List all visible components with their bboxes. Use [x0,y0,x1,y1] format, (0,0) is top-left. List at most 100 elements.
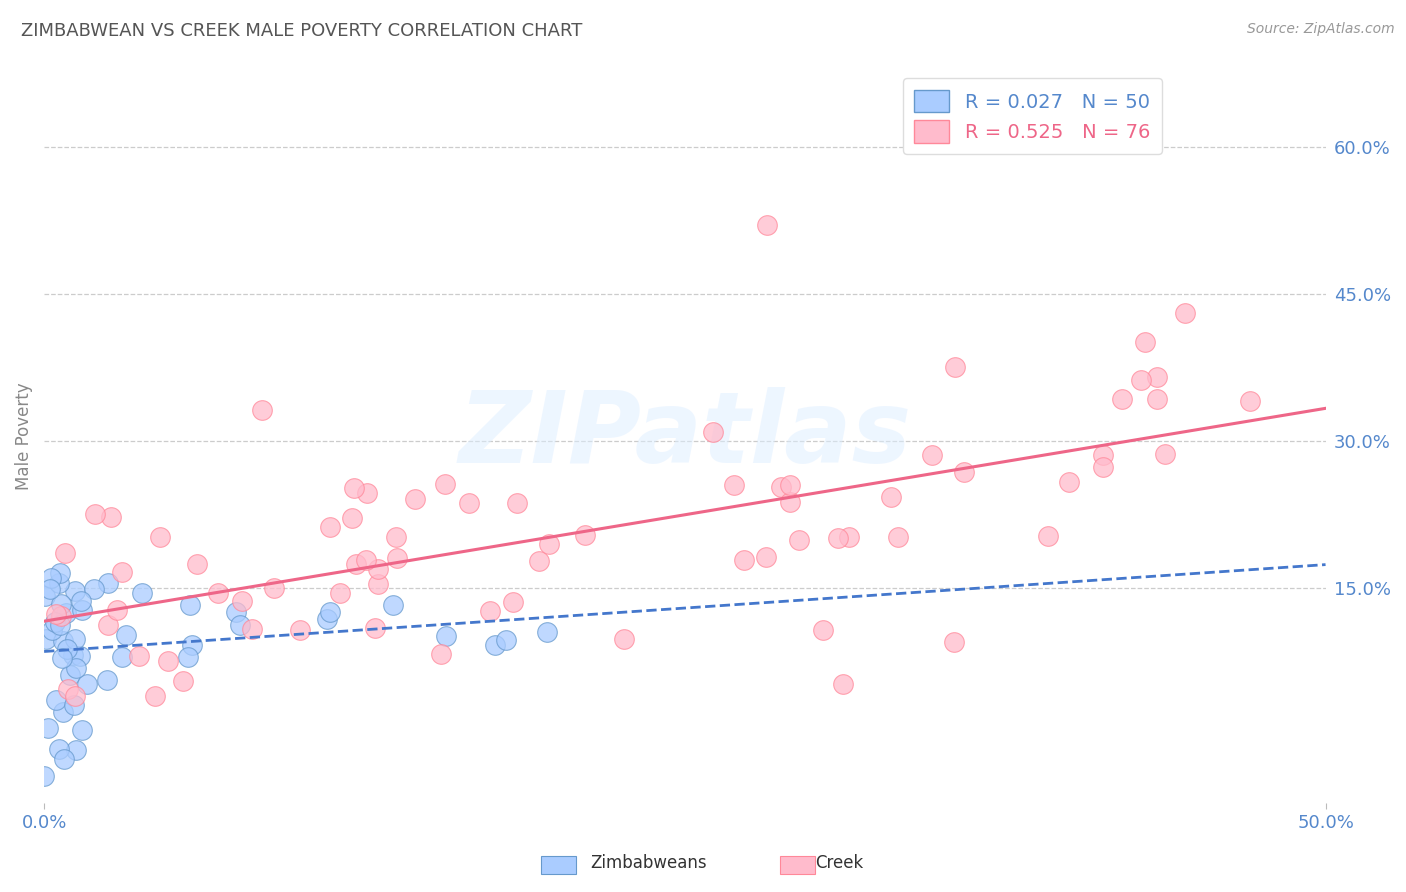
Point [779,477,801,491]
Point [263,581,285,595]
Point [37,721,59,735]
Point [1239,394,1261,409]
Point [49,608,72,623]
Point [69,594,91,608]
Point [1038,529,1060,543]
Point [84,507,107,521]
Point [942,634,965,648]
Point [1133,334,1156,349]
Point [225,605,247,619]
Point [813,623,835,637]
Point [787,533,810,547]
Point [356,553,378,567]
Point [240,622,263,636]
Point [41,571,63,585]
Point [48,742,70,756]
Point [385,551,408,566]
Point [55,606,77,620]
Point [186,558,208,572]
Point [502,595,524,609]
Point [229,618,252,632]
Point [702,425,724,440]
Point [343,481,366,495]
Point [70,723,93,738]
Point [49,597,72,611]
Point [96,673,118,687]
Point [62,648,84,663]
Point [430,648,453,662]
Point [172,673,194,688]
Point [779,495,801,509]
Point [367,562,389,576]
Point [344,557,367,571]
Point [574,528,596,542]
Point [290,623,312,637]
Point [381,599,404,613]
Point [340,511,363,525]
Point [1059,475,1081,490]
Point [63,584,86,599]
Text: Source: ZipAtlas.com: Source: ZipAtlas.com [1247,22,1395,37]
Legend: R = 0.027   N = 50, R = 0.525   N = 76: R = 0.027 N = 50, R = 0.525 N = 76 [903,78,1161,154]
Point [63,689,86,703]
Point [65,661,87,675]
Point [478,604,501,618]
Point [111,649,134,664]
Point [48,576,70,591]
Point [34,769,56,783]
Point [97,617,120,632]
Point [319,520,342,534]
Point [35,632,58,647]
Point [1154,447,1177,461]
Point [1092,459,1115,474]
Point [131,586,153,600]
Point [53,546,76,560]
Point [128,648,150,663]
Point [41,624,63,638]
Point [723,478,745,492]
Point [385,529,408,543]
Point [329,586,352,600]
Point [177,650,200,665]
Point [434,476,457,491]
Point [44,615,66,629]
Point [838,530,860,544]
Point [827,531,849,545]
Point [52,705,75,719]
Point [404,491,426,506]
Point [1111,392,1133,406]
Point [111,565,134,579]
Point [363,622,385,636]
Point [45,693,67,707]
Point [52,634,75,648]
Point [755,550,778,565]
Point [59,668,82,682]
Point [538,537,561,551]
Point [356,486,378,500]
Point [55,642,77,657]
Point [149,530,172,544]
Point [49,618,72,632]
Point [887,531,910,545]
Point [921,448,943,462]
Point [105,603,128,617]
Point [49,566,72,580]
Point [70,603,93,617]
Y-axis label: Male Poverty: Male Poverty [15,382,32,490]
Point [250,403,273,417]
Point [65,632,87,646]
Point [315,612,337,626]
Point [231,593,253,607]
Point [56,681,79,696]
Point [180,638,202,652]
Point [145,689,167,703]
Point [51,651,73,665]
Point [458,496,481,510]
Point [65,742,87,756]
Text: ZIMBABWEAN VS CREEK MALE POVERTY CORRELATION CHART: ZIMBABWEAN VS CREEK MALE POVERTY CORRELA… [21,22,582,40]
Point [319,605,342,619]
Point [1174,306,1197,320]
Point [1146,369,1168,384]
Point [207,585,229,599]
Point [62,698,84,713]
